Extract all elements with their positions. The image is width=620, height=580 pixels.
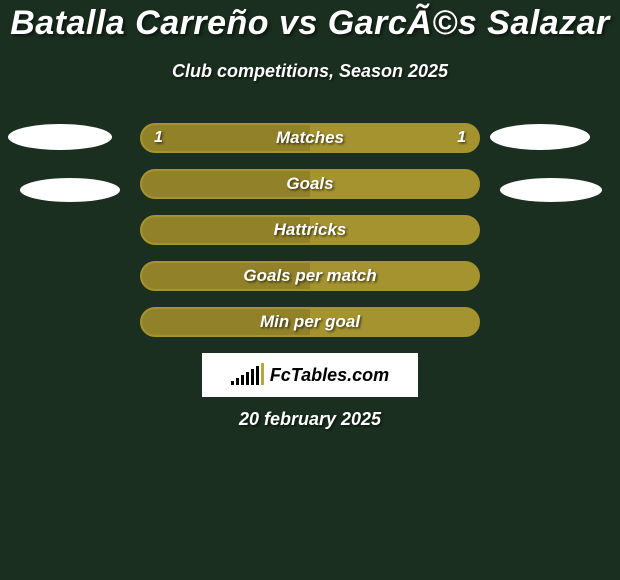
- brand-bars-icon: [231, 365, 264, 385]
- stat-bar-left: [142, 263, 310, 289]
- page-subtitle: Club competitions, Season 2025: [0, 61, 620, 82]
- stat-bar-right: [310, 217, 478, 243]
- stat-bar-right: [310, 125, 478, 151]
- stat-bar-left: [142, 217, 310, 243]
- brand-text: FcTables.com: [270, 365, 389, 386]
- brand-logo-box: FcTables.com: [202, 353, 418, 397]
- date-text: 20 february 2025: [0, 409, 620, 430]
- stat-row: Min per goal: [140, 307, 480, 337]
- page-title: Batalla Carreño vs GarcÃ©s Salazar: [0, 4, 620, 43]
- player-right-photo-1: [490, 124, 590, 150]
- stat-value-left: 1: [154, 125, 163, 151]
- stat-bar-right: [310, 309, 478, 335]
- stat-bar-left: [142, 125, 310, 151]
- stat-value-right: 1: [457, 125, 466, 151]
- stat-row: Hattricks: [140, 215, 480, 245]
- player-left-photo-2: [20, 178, 120, 202]
- player-right-photo-2: [500, 178, 602, 202]
- stat-row: Goals per match: [140, 261, 480, 291]
- stat-bar-right: [310, 171, 478, 197]
- comparison-infographic: Batalla Carreño vs GarcÃ©s Salazar Club …: [0, 0, 620, 580]
- stat-row: Matches11: [140, 123, 480, 153]
- stat-bar-left: [142, 309, 310, 335]
- stat-bar-left: [142, 171, 310, 197]
- player-left-photo-1: [8, 124, 112, 150]
- stat-row: Goals: [140, 169, 480, 199]
- stat-bar-right: [310, 263, 478, 289]
